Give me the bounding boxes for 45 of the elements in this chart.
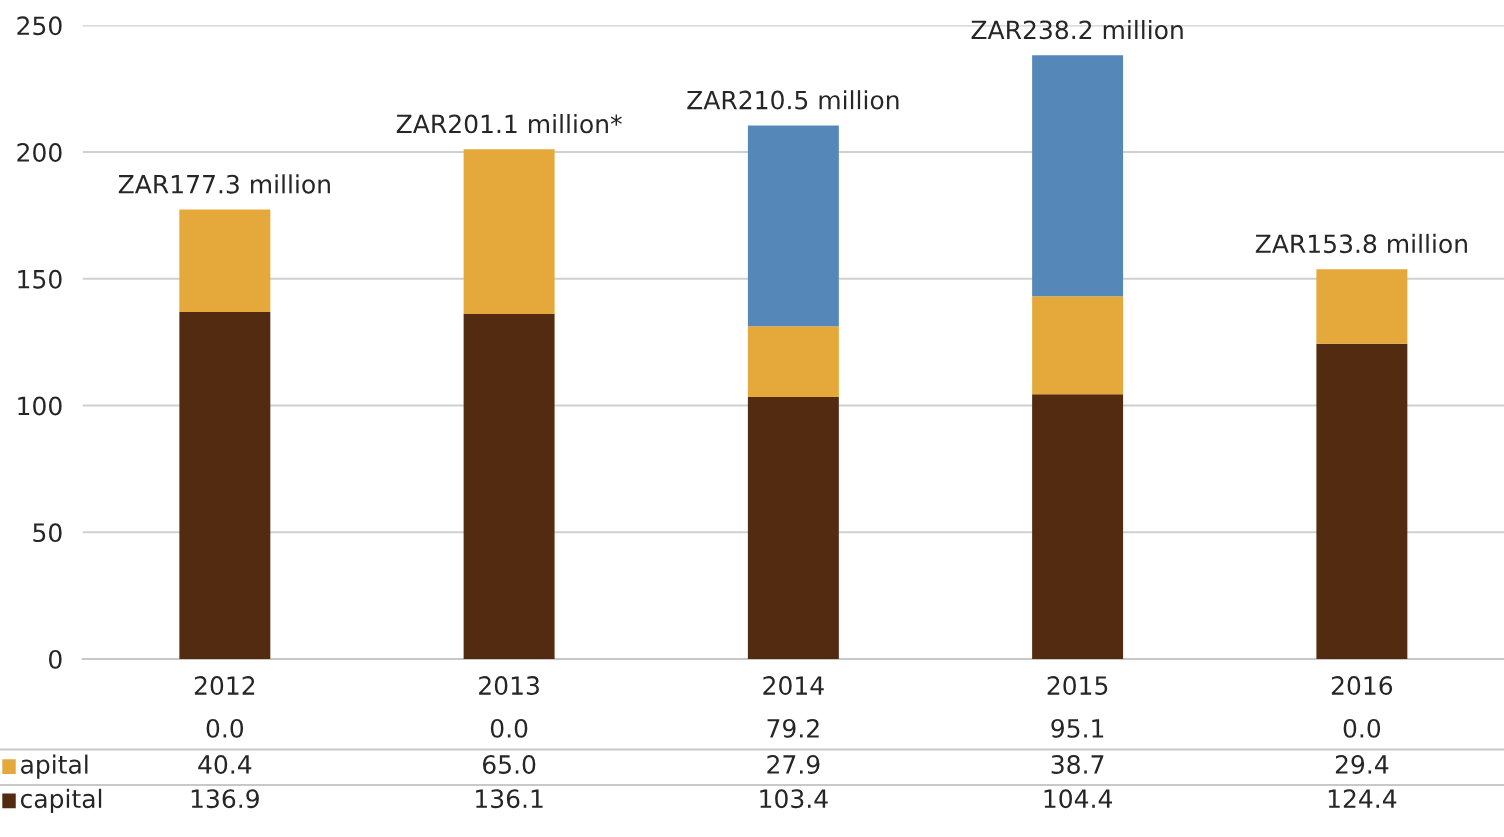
bar [463,149,555,315]
y-tick-label: 0 [49,649,62,669]
data-label: 79.2 [767,718,819,738]
y-tick-label: 150 [18,269,62,289]
data-label: 29.4 [1335,755,1389,774]
data-label: 0.0 [1343,718,1381,738]
data-label: 27.9 [767,755,820,774]
data-label: 136.9 [191,789,259,809]
bar [747,326,839,397]
bar [1316,343,1408,659]
total-label: ZAR210.5 million [687,90,899,110]
legend-label: capital [20,788,102,813]
data-label: 38.7 [1051,755,1104,774]
x-tick-label: 2015 [1047,676,1108,695]
legend-label: apital [21,754,88,779]
x-tick-label: 2014 [763,676,824,695]
total-label: ZAR238.2 million [971,19,1183,40]
data-label: 95.1 [1051,718,1104,738]
y-tick-label: 50 [33,523,62,543]
y-tick-label: 100 [18,396,62,416]
total-label: ZAR201.1 million* [396,113,622,134]
bar [1032,55,1124,297]
data-label: 40.4 [198,755,252,774]
total-label: ZAR153.8 million [1255,233,1467,254]
bar [179,209,271,313]
total-label: ZAR177.3 million [118,174,330,194]
bar [747,396,839,659]
data-label: 104.4 [1044,789,1112,809]
data-label: 65.0 [483,755,536,774]
bar [1032,394,1124,659]
data-label: 136.1 [476,789,543,809]
data-label: 0.0 [490,718,528,738]
data-label: 124.4 [1328,789,1397,808]
y-tick-label: 250 [17,16,62,36]
x-tick-label: 2016 [1331,676,1393,695]
bar [179,312,271,659]
y-tick-label: 200 [17,143,62,162]
x-tick-label: 2012 [194,676,255,695]
bar [747,125,839,327]
x-tick-label: 2013 [479,676,539,695]
bar [1316,269,1408,344]
bar [1032,296,1124,395]
data-label: 0.0 [206,718,244,738]
data-label: 103.4 [760,789,828,809]
bar [463,314,555,659]
